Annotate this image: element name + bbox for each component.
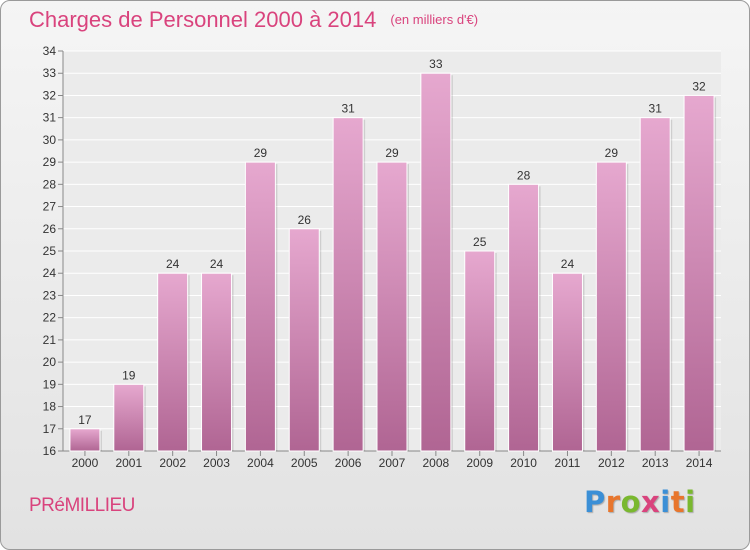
x-tick-label: 2009	[466, 456, 493, 470]
y-tick-label: 34	[43, 44, 57, 58]
x-tick-label: 2006	[335, 456, 362, 470]
bar	[464, 250, 496, 452]
y-tick-label: 21	[43, 333, 57, 347]
y-tick-label: 25	[43, 244, 57, 258]
x-tick-label: 2002	[159, 456, 186, 470]
bar	[376, 161, 408, 452]
x-tick-label: 2007	[379, 456, 406, 470]
y-tick-label: 22	[43, 311, 57, 325]
bar-value-label: 26	[298, 213, 312, 227]
commune-name: PRéMILLIEU	[29, 495, 135, 516]
x-tick-label: 2005	[291, 456, 318, 470]
logo-letter: i	[685, 485, 696, 519]
bar	[420, 72, 452, 452]
bar-value-label: 29	[254, 146, 268, 160]
y-tick-label: 18	[43, 400, 57, 414]
bar-value-label: 31	[649, 102, 663, 116]
x-tick-label: 2000	[72, 456, 99, 470]
bar	[288, 228, 320, 452]
bar-value-label: 25	[473, 235, 487, 249]
bar	[113, 383, 145, 452]
chart-title: Charges de Personnel 2000 à 2014 (en mill…	[29, 7, 478, 33]
y-tick-label: 16	[43, 444, 57, 458]
x-tick-label: 2013	[642, 456, 669, 470]
x-tick-label: 2008	[423, 456, 450, 470]
y-tick-label: 19	[43, 377, 57, 391]
x-tick-label: 2012	[598, 456, 625, 470]
logo-letter: r	[605, 485, 621, 519]
bar	[244, 161, 276, 452]
y-tick-label: 33	[43, 66, 57, 80]
y-tick-label: 23	[43, 288, 57, 302]
bar-value-label: 29	[385, 146, 399, 160]
chart-title-text: Charges de Personnel 2000 à 2014	[29, 7, 377, 32]
bar	[69, 428, 101, 452]
y-tick-label: 27	[43, 200, 57, 214]
y-tick-label: 24	[43, 266, 57, 280]
logo-letter: t	[670, 485, 686, 519]
bar-value-label: 17	[78, 413, 92, 427]
bar-value-label: 32	[692, 79, 706, 93]
x-tick-label: 2001	[115, 456, 142, 470]
chart-subtitle: (en milliers d'€)	[390, 12, 479, 27]
bar	[157, 272, 189, 452]
bar	[595, 161, 627, 452]
bar-value-label: 24	[210, 257, 224, 271]
y-tick-label: 20	[43, 355, 57, 369]
x-tick-label: 2014	[686, 456, 713, 470]
proxiti-logo: Proxiti	[584, 485, 696, 519]
bar-value-label: 19	[122, 368, 136, 382]
x-tick-label: 2003	[203, 456, 230, 470]
y-tick-label: 31	[43, 111, 57, 125]
bar-value-label: 31	[341, 102, 355, 116]
y-tick-label: 29	[43, 155, 57, 169]
y-tick-label: 26	[43, 222, 57, 236]
y-tick-label: 32	[43, 88, 57, 102]
x-tick-label: 2010	[510, 456, 537, 470]
bar	[508, 183, 540, 452]
bar-value-label: 24	[561, 257, 575, 271]
bar	[683, 94, 715, 452]
logo-letter: P	[584, 485, 606, 519]
bar-value-label: 28	[517, 168, 531, 182]
bar-value-label: 24	[166, 257, 180, 271]
bar	[551, 272, 583, 452]
logo-letter: i	[660, 485, 671, 519]
x-tick-label: 2011	[555, 456, 581, 470]
bar	[639, 117, 671, 452]
y-tick-label: 30	[43, 133, 57, 147]
bar-value-label: 29	[605, 146, 619, 160]
bar-value-label: 33	[429, 57, 443, 71]
y-tick-label: 28	[43, 177, 57, 191]
y-tick-label: 17	[43, 422, 57, 436]
bar	[332, 117, 364, 452]
x-tick-label: 2004	[247, 456, 274, 470]
logo-letter: o	[620, 485, 642, 519]
bar	[201, 272, 233, 452]
logo-letter: x	[641, 485, 661, 519]
